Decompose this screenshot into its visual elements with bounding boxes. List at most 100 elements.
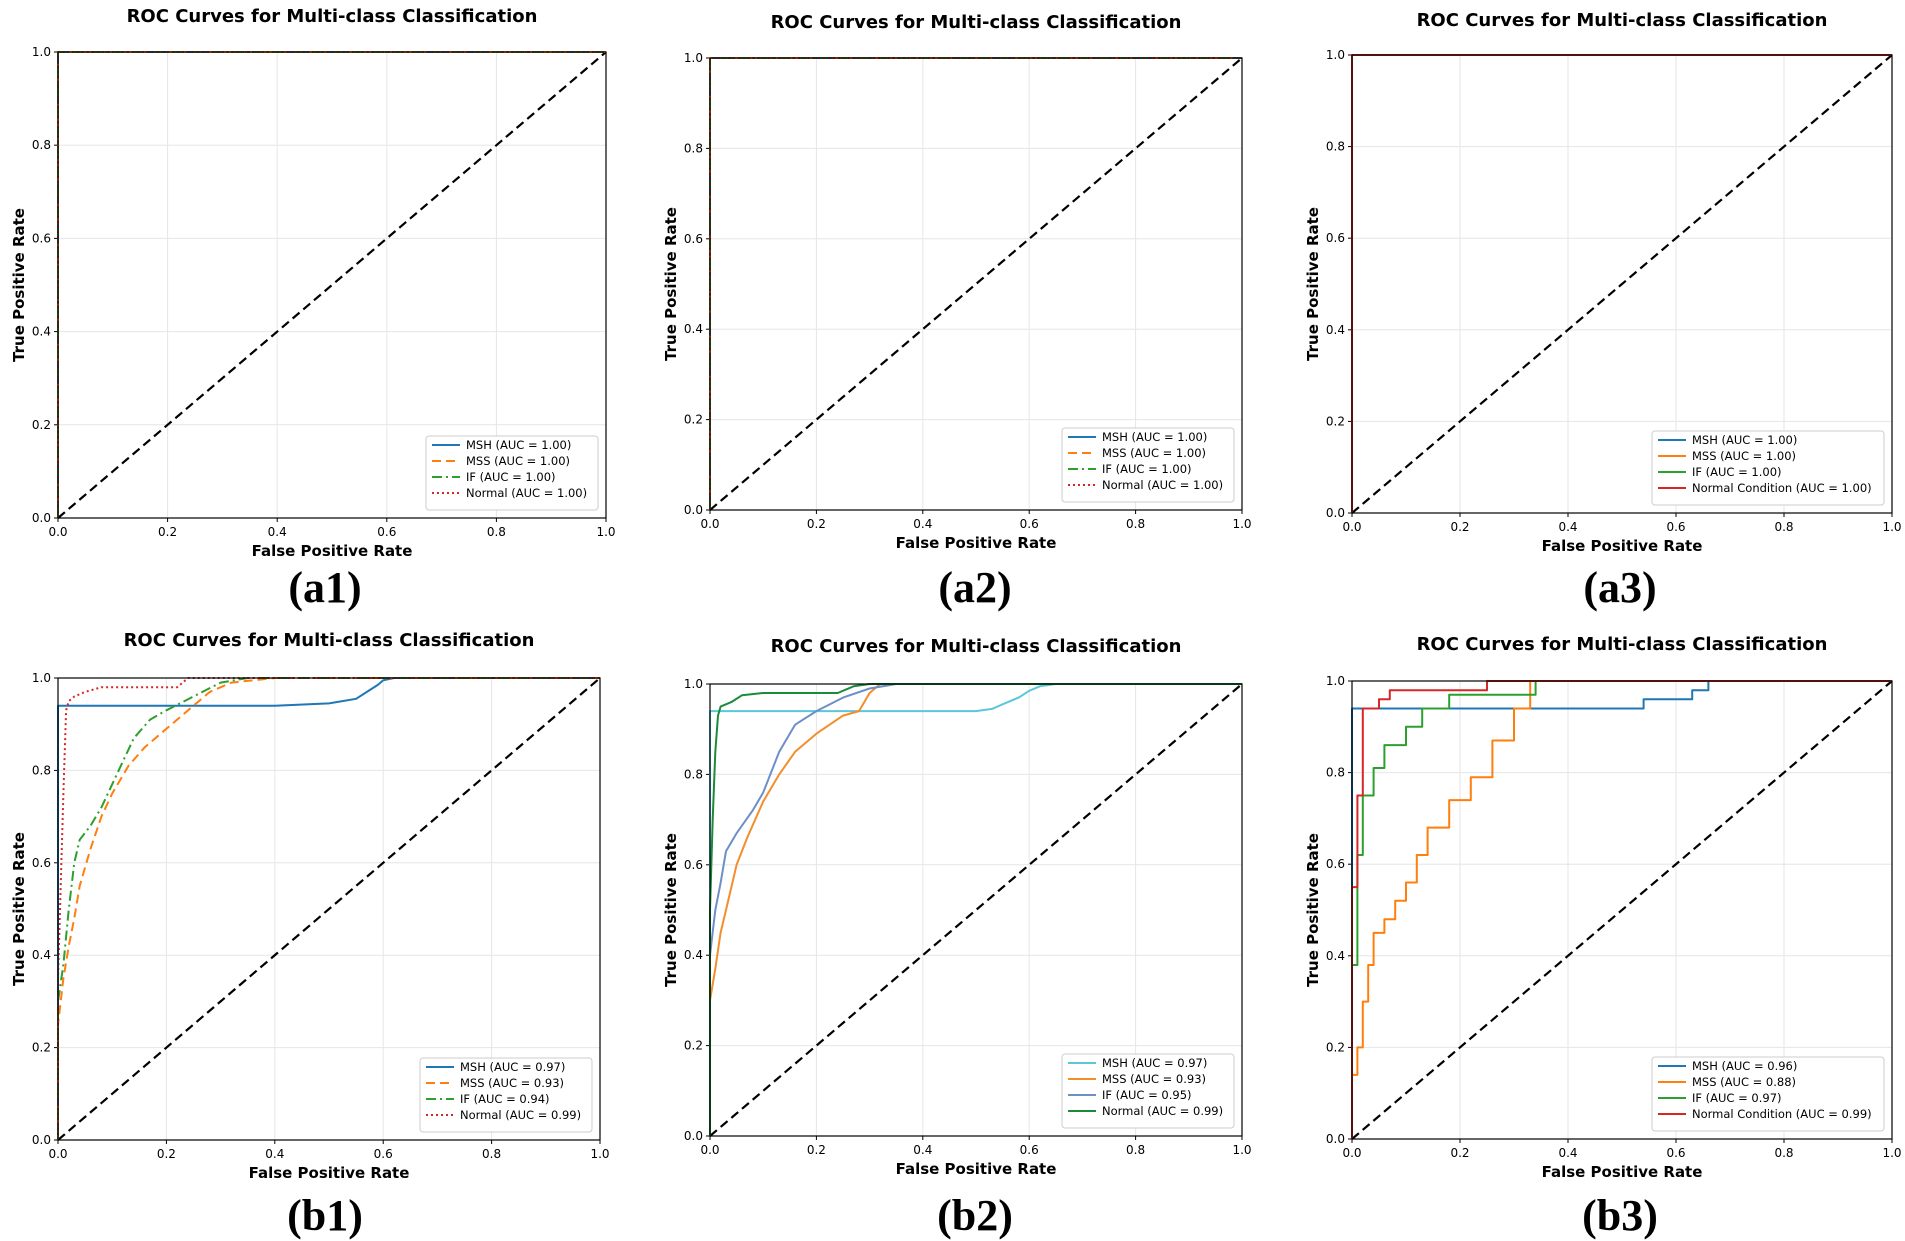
y-tick-label: 0.4 [684, 948, 703, 962]
legend-label: MSH (AUC = 0.97) [460, 1060, 565, 1074]
x-tick-label: 0.8 [482, 1147, 501, 1161]
axes-frame [1351, 54, 1893, 514]
panel-title: ROC Curves for Multi-class Classificatio… [770, 12, 1182, 33]
y-tick-label: 0.0 [32, 1133, 51, 1147]
panel-title: ROC Curves for Multi-class Classificatio… [123, 630, 535, 651]
y-tick-label: 0.4 [32, 948, 51, 962]
axes-frame [57, 677, 601, 1141]
x-tick-label: 0.4 [1558, 1146, 1577, 1160]
x-tick-label: 0.2 [807, 517, 826, 531]
panel-label: (b1) [287, 1191, 363, 1240]
legend-label: IF (AUC = 1.00) [466, 470, 556, 484]
y-tick-label: 0.4 [32, 325, 51, 339]
legend-label: MSS (AUC = 0.88) [1692, 1075, 1796, 1089]
y-tick-label: 0.8 [32, 763, 51, 777]
plot-area-b3: 0.0 0.2 0.4 0.6 0.8 1.0 0.0 0.2 0.4 0.6 0.8 1.0 MSH … [1326, 674, 1902, 1160]
plot-area-a2: 0.0 0.2 0.4 0.6 0.8 1.0 0.0 0.2 0.4 0.6 0.8 1.0 MSH … [684, 51, 1252, 531]
x-tick-label: 0.2 [158, 525, 177, 539]
x-tick-label: 0.8 [1126, 1143, 1145, 1157]
x-tick-label: 0.0 [700, 1143, 719, 1157]
panel-title: ROC Curves for Multi-class Classificatio… [770, 636, 1182, 657]
legend-box [1651, 1056, 1885, 1132]
x-tick-label: 0.2 [1450, 520, 1469, 534]
legend-box [1061, 1053, 1235, 1129]
y-tick-label: 0.2 [1326, 1040, 1345, 1054]
y-tick-label: 0.6 [684, 858, 703, 872]
roc-curve [57, 677, 600, 1140]
x-axis-label: False Positive Rate [895, 534, 1057, 552]
x-tick-label: 0.6 [1666, 520, 1685, 534]
plot-area-b1: 0.0 0.2 0.4 0.6 0.8 1.0 0.0 0.2 0.4 0.6 0.8 1.0 MSH … [32, 671, 610, 1161]
legend: MSH (AUC = 1.00) MSS (AUC = 1.00) IF (AUC … [1651, 430, 1885, 506]
plot-area-a3: 0.0 0.2 0.4 0.6 0.8 1.0 0.0 0.2 0.4 0.6 0.8 1.0 MSH … [1326, 48, 1902, 534]
panel-title: ROC Curves for Multi-class Classificatio… [1416, 634, 1828, 655]
roc-curve [1351, 680, 1892, 1139]
y-tick-label: 0.4 [684, 322, 703, 336]
y-tick-label: 0.8 [32, 138, 51, 152]
y-tick-label: 1.0 [32, 671, 51, 685]
x-axis-label: False Positive Rate [1541, 537, 1703, 555]
y-tick-label: 0.2 [32, 418, 51, 432]
panel-label: (a2) [938, 563, 1012, 612]
plot-area-a1: 0.0 0.2 0.4 0.6 0.8 1.0 0.0 0.2 0.4 0.6 0.8 1.0 MSH … [32, 45, 616, 539]
legend-box [1061, 427, 1235, 503]
legend-label: Normal Condition (AUC = 1.00) [1692, 481, 1872, 495]
roc-curve [709, 683, 1242, 1136]
y-tick-label: 0.0 [32, 511, 51, 525]
x-axis-label: False Positive Rate [1541, 1163, 1703, 1181]
panel-label: (b3) [1582, 1191, 1658, 1240]
legend-label: MSS (AUC = 0.93) [460, 1076, 564, 1090]
x-tick-label: 1.0 [1232, 517, 1251, 531]
chance-diagonal-line [709, 683, 1243, 1137]
y-tick-label: 1.0 [1326, 48, 1345, 62]
y-tick-label: 0.4 [1326, 323, 1345, 337]
legend: MSH (AUC = 0.96) MSS (AUC = 0.88) IF (AUC … [1651, 1056, 1885, 1132]
chance-diagonal-line [57, 51, 607, 519]
x-tick-label: 0.8 [487, 525, 506, 539]
legend-label: MSH (AUC = 1.00) [1692, 433, 1797, 447]
x-tick-label: 0.6 [1020, 517, 1039, 531]
legend-label: MSH (AUC = 0.97) [1102, 1056, 1207, 1070]
x-tick-label: 1.0 [1232, 1143, 1251, 1157]
x-tick-label: 0.2 [1450, 1146, 1469, 1160]
panel-title: ROC Curves for Multi-class Classificatio… [1416, 10, 1828, 31]
y-tick-label: 0.6 [32, 856, 51, 870]
y-tick-label: 0.0 [684, 503, 703, 517]
axes-frame [709, 57, 1243, 511]
y-tick-label: 0.8 [1326, 140, 1345, 154]
legend-label: MSH (AUC = 0.96) [1692, 1059, 1797, 1073]
legend-label: IF (AUC = 0.95) [1102, 1088, 1192, 1102]
legend-label: IF (AUC = 0.97) [1692, 1091, 1782, 1105]
x-tick-label: 0.8 [1774, 1146, 1793, 1160]
legend: MSH (AUC = 0.97) MSS (AUC = 0.93) IF (AUC … [1061, 1053, 1235, 1129]
x-tick-label: 0.4 [268, 525, 287, 539]
x-axis-label: False Positive Rate [251, 542, 413, 560]
x-tick-label: 0.6 [1020, 1143, 1039, 1157]
y-tick-label: 0.0 [1326, 506, 1345, 520]
panel-label: (b2) [937, 1191, 1013, 1240]
roc-curve [57, 677, 600, 1140]
axes-frame [709, 683, 1243, 1137]
x-tick-label: 1.0 [1882, 520, 1901, 534]
y-tick-label: 0.8 [1326, 766, 1345, 780]
legend-label: Normal (AUC = 1.00) [1102, 478, 1223, 492]
legend-label: Normal (AUC = 0.99) [460, 1108, 581, 1122]
y-tick-label: 1.0 [32, 45, 51, 59]
y-tick-label: 0.6 [684, 232, 703, 246]
legend-label: IF (AUC = 1.00) [1692, 465, 1782, 479]
legend-label: MSH (AUC = 1.00) [1102, 430, 1207, 444]
roc-curve [709, 683, 1242, 1136]
legend-label: MSS (AUC = 1.00) [1102, 446, 1206, 460]
axes-frame [1351, 680, 1893, 1140]
x-tick-label: 0.0 [48, 525, 67, 539]
y-tick-label: 0.2 [684, 413, 703, 427]
x-tick-label: 0.4 [913, 517, 932, 531]
x-tick-label: 1.0 [590, 1147, 609, 1161]
legend-label: MSS (AUC = 0.93) [1102, 1072, 1206, 1086]
y-tick-label: 0.2 [684, 1039, 703, 1053]
x-tick-label: 0.2 [157, 1147, 176, 1161]
legend-label: IF (AUC = 0.94) [460, 1092, 550, 1106]
legend-label: MSS (AUC = 1.00) [466, 454, 570, 468]
y-tick-label: 0.4 [1326, 949, 1345, 963]
